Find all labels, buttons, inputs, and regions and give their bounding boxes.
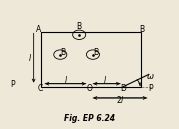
Text: B: B [139,25,144,34]
Text: P: P [148,84,153,93]
Text: Fig. EP 6.24: Fig. EP 6.24 [64,115,115,123]
Text: C: C [38,84,43,93]
Text: B: B [93,48,98,57]
Text: B: B [76,22,81,31]
Text: B: B [60,48,66,57]
Text: O: O [87,84,92,93]
Bar [41,32,141,87]
Text: $l$: $l$ [28,52,32,63]
Text: $l$: $l$ [103,74,107,86]
Text: $2l$: $2l$ [116,94,125,105]
Text: $\omega$: $\omega$ [146,72,155,81]
Text: $l$: $l$ [64,74,68,86]
Text: A: A [36,25,41,34]
Text: D: D [120,84,126,93]
Text: P: P [11,80,15,89]
